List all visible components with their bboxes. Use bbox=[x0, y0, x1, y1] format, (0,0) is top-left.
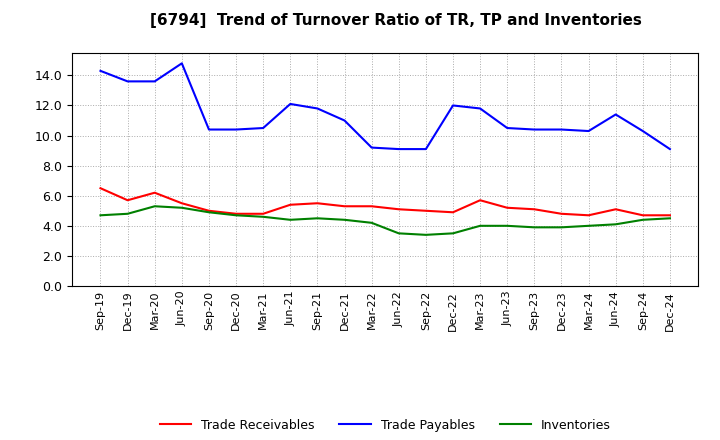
Trade Receivables bbox=[476, 198, 485, 203]
Trade Receivables bbox=[259, 211, 268, 216]
Inventories bbox=[530, 225, 539, 230]
Inventories bbox=[503, 223, 511, 228]
Inventories bbox=[150, 204, 159, 209]
Trade Receivables bbox=[611, 207, 620, 212]
Trade Receivables bbox=[313, 201, 322, 206]
Inventories bbox=[341, 217, 349, 223]
Inventories bbox=[259, 214, 268, 220]
Inventories bbox=[313, 216, 322, 221]
Inventories bbox=[476, 223, 485, 228]
Trade Receivables bbox=[178, 201, 186, 206]
Trade Receivables bbox=[503, 205, 511, 210]
Inventories bbox=[421, 232, 430, 238]
Trade Payables bbox=[150, 79, 159, 84]
Trade Payables bbox=[611, 112, 620, 117]
Line: Trade Receivables: Trade Receivables bbox=[101, 188, 670, 215]
Inventories bbox=[232, 213, 240, 218]
Trade Receivables bbox=[639, 213, 647, 218]
Line: Trade Payables: Trade Payables bbox=[101, 63, 670, 149]
Line: Inventories: Inventories bbox=[101, 206, 670, 235]
Inventories bbox=[286, 217, 294, 223]
Trade Receivables bbox=[204, 208, 213, 213]
Trade Payables bbox=[530, 127, 539, 132]
Inventories bbox=[123, 211, 132, 216]
Trade Receivables bbox=[584, 213, 593, 218]
Trade Payables bbox=[584, 128, 593, 134]
Trade Receivables bbox=[449, 209, 457, 215]
Inventories bbox=[96, 213, 105, 218]
Trade Payables bbox=[178, 61, 186, 66]
Trade Receivables bbox=[150, 190, 159, 195]
Trade Payables bbox=[557, 127, 566, 132]
Inventories bbox=[367, 220, 376, 225]
Inventories bbox=[449, 231, 457, 236]
Trade Receivables bbox=[665, 213, 674, 218]
Trade Receivables bbox=[123, 198, 132, 203]
Trade Receivables bbox=[557, 211, 566, 216]
Trade Payables bbox=[476, 106, 485, 111]
Trade Receivables bbox=[530, 207, 539, 212]
Trade Payables bbox=[395, 147, 403, 152]
Trade Payables bbox=[639, 128, 647, 134]
Trade Payables bbox=[367, 145, 376, 150]
Trade Payables bbox=[313, 106, 322, 111]
Trade Payables bbox=[123, 79, 132, 84]
Trade Receivables bbox=[421, 208, 430, 213]
Trade Payables bbox=[232, 127, 240, 132]
Trade Payables bbox=[259, 125, 268, 131]
Trade Payables bbox=[421, 147, 430, 152]
Inventories bbox=[557, 225, 566, 230]
Inventories bbox=[665, 216, 674, 221]
Inventories bbox=[178, 205, 186, 210]
Trade Payables bbox=[449, 103, 457, 108]
Inventories bbox=[584, 223, 593, 228]
Trade Receivables bbox=[96, 186, 105, 191]
Trade Payables bbox=[204, 127, 213, 132]
Trade Payables bbox=[503, 125, 511, 131]
Inventories bbox=[611, 222, 620, 227]
Trade Receivables bbox=[367, 204, 376, 209]
Trade Receivables bbox=[232, 211, 240, 216]
Trade Payables bbox=[341, 118, 349, 123]
Trade Receivables bbox=[341, 204, 349, 209]
Inventories bbox=[395, 231, 403, 236]
Inventories bbox=[639, 217, 647, 223]
Legend: Trade Receivables, Trade Payables, Inventories: Trade Receivables, Trade Payables, Inven… bbox=[155, 414, 616, 436]
Inventories bbox=[204, 209, 213, 215]
Text: [6794]  Trend of Turnover Ratio of TR, TP and Inventories: [6794] Trend of Turnover Ratio of TR, TP… bbox=[150, 13, 642, 28]
Trade Payables bbox=[665, 147, 674, 152]
Trade Receivables bbox=[286, 202, 294, 207]
Trade Receivables bbox=[395, 207, 403, 212]
Trade Payables bbox=[96, 68, 105, 73]
Trade Payables bbox=[286, 101, 294, 106]
